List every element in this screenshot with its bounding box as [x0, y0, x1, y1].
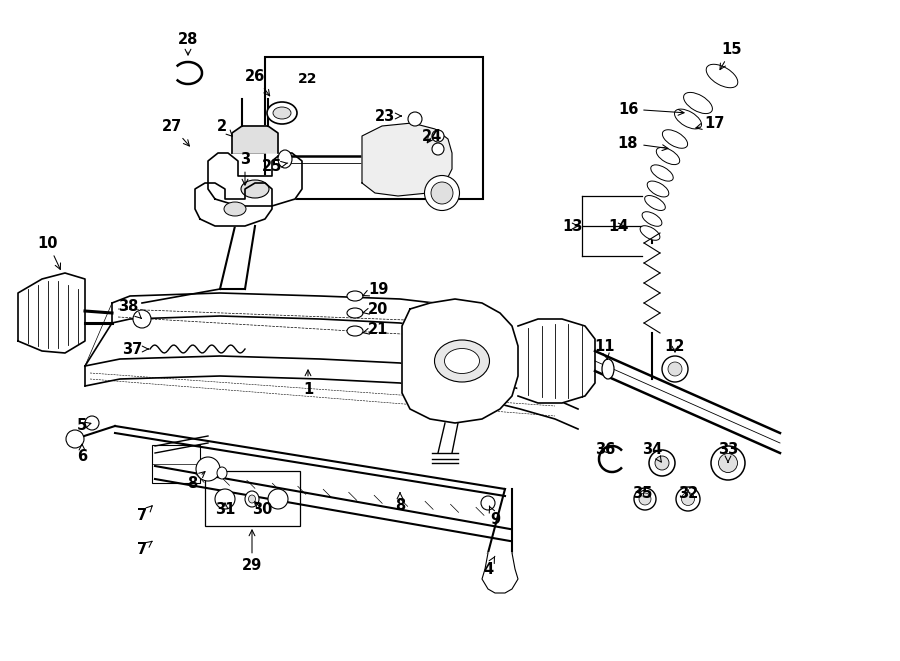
Text: 32: 32 [678, 485, 698, 500]
Circle shape [133, 310, 151, 328]
Ellipse shape [431, 182, 453, 204]
Text: 9: 9 [490, 506, 500, 527]
Ellipse shape [634, 488, 656, 510]
Ellipse shape [706, 64, 738, 88]
Bar [205, 471, 300, 526]
Text: 15: 15 [720, 42, 742, 69]
Text: 17: 17 [696, 116, 725, 130]
Ellipse shape [668, 362, 682, 376]
Text: 25: 25 [262, 159, 288, 173]
Circle shape [268, 489, 288, 509]
Ellipse shape [347, 291, 363, 301]
Ellipse shape [267, 102, 297, 124]
Text: 18: 18 [617, 136, 668, 151]
Polygon shape [208, 153, 302, 206]
Ellipse shape [241, 180, 269, 198]
Ellipse shape [245, 491, 259, 507]
Text: 7: 7 [137, 541, 152, 557]
Ellipse shape [639, 493, 651, 505]
Text: 24: 24 [422, 128, 442, 143]
Ellipse shape [445, 348, 480, 373]
Text: 12: 12 [665, 338, 685, 354]
Text: 21: 21 [363, 321, 388, 336]
Ellipse shape [647, 181, 669, 197]
Ellipse shape [425, 176, 460, 210]
Ellipse shape [656, 147, 680, 165]
Text: 38: 38 [118, 299, 141, 319]
Ellipse shape [217, 467, 227, 479]
Text: 22: 22 [298, 72, 318, 86]
Text: 4: 4 [483, 557, 495, 576]
Text: 26: 26 [245, 69, 270, 96]
Ellipse shape [681, 492, 695, 506]
Polygon shape [195, 183, 272, 226]
Ellipse shape [602, 359, 614, 379]
Polygon shape [18, 273, 85, 353]
Bar [265, 57, 483, 199]
Text: 2: 2 [217, 118, 232, 136]
Ellipse shape [711, 446, 745, 480]
Text: 29: 29 [242, 530, 262, 574]
Ellipse shape [347, 308, 363, 318]
Polygon shape [362, 123, 452, 196]
Text: 14: 14 [608, 219, 628, 233]
Text: 13: 13 [562, 219, 582, 233]
Ellipse shape [347, 326, 363, 336]
Text: 11: 11 [595, 338, 616, 360]
Text: 23: 23 [375, 108, 401, 124]
Text: 37: 37 [122, 342, 148, 356]
Ellipse shape [640, 225, 660, 241]
Text: 28: 28 [178, 32, 198, 55]
Text: 27: 27 [162, 118, 189, 146]
Ellipse shape [662, 356, 688, 382]
Polygon shape [482, 553, 518, 593]
Text: 31: 31 [215, 502, 235, 516]
Ellipse shape [481, 496, 495, 510]
Text: 16: 16 [617, 102, 684, 116]
Ellipse shape [432, 143, 444, 155]
Polygon shape [518, 319, 595, 403]
Ellipse shape [642, 212, 662, 226]
Text: 8: 8 [187, 471, 205, 490]
Ellipse shape [649, 450, 675, 476]
Ellipse shape [676, 487, 700, 511]
Ellipse shape [85, 416, 99, 430]
Bar [152, 445, 200, 483]
Text: 36: 36 [595, 442, 615, 457]
Ellipse shape [662, 130, 688, 148]
Ellipse shape [684, 93, 713, 114]
Text: 20: 20 [363, 301, 388, 317]
Ellipse shape [273, 107, 291, 119]
Text: 8: 8 [395, 492, 405, 514]
Ellipse shape [644, 196, 665, 210]
Ellipse shape [248, 495, 256, 503]
Text: 30: 30 [252, 502, 272, 516]
Text: 19: 19 [363, 282, 388, 297]
Text: 3: 3 [240, 151, 250, 185]
Circle shape [196, 457, 220, 481]
Text: 33: 33 [718, 442, 738, 462]
Ellipse shape [408, 112, 422, 126]
Polygon shape [232, 126, 278, 153]
Ellipse shape [278, 150, 292, 168]
Ellipse shape [674, 109, 701, 129]
Text: 34: 34 [642, 442, 662, 462]
Circle shape [66, 430, 84, 448]
Ellipse shape [432, 130, 444, 142]
Text: 6: 6 [76, 444, 87, 463]
Ellipse shape [718, 453, 737, 473]
Ellipse shape [655, 456, 669, 470]
Circle shape [215, 489, 235, 509]
Ellipse shape [651, 165, 673, 181]
Text: 1: 1 [303, 370, 313, 397]
Ellipse shape [224, 202, 246, 216]
Text: 5: 5 [76, 418, 91, 434]
Text: 35: 35 [632, 485, 652, 500]
Text: 7: 7 [137, 506, 152, 524]
Ellipse shape [435, 340, 490, 382]
Text: 10: 10 [38, 235, 60, 270]
Polygon shape [402, 299, 518, 423]
